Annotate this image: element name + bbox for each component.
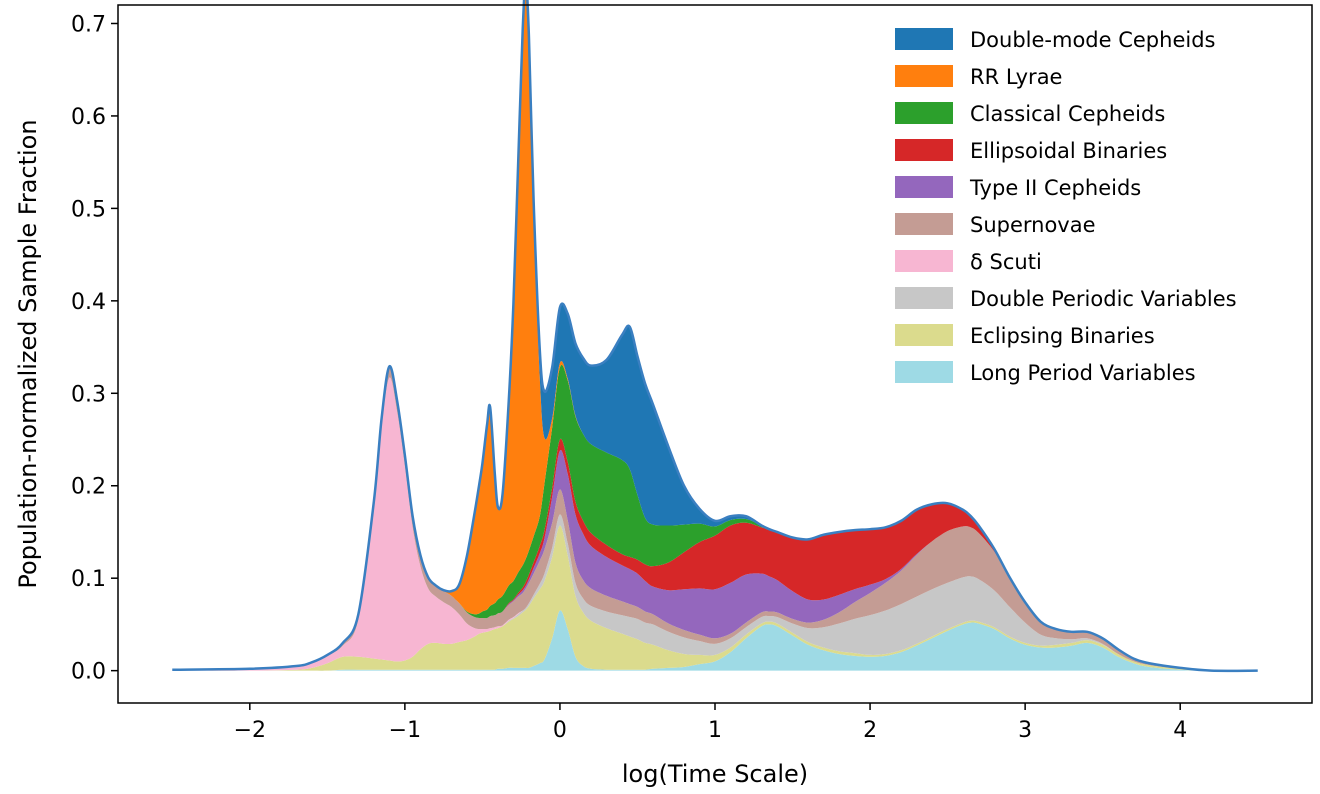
legend-swatch-supernovae (895, 213, 953, 235)
y-tick-label: 0.4 (71, 290, 106, 315)
legend-swatch-type-ii-cepheids (895, 176, 953, 198)
y-tick-label: 0.2 (71, 475, 106, 500)
y-tick-label: 0.6 (71, 105, 106, 130)
legend-label-ellipsoidal-binaries: Ellipsoidal Binaries (970, 139, 1167, 163)
x-tick-label: 0 (553, 718, 567, 743)
y-tick-label: 0.7 (71, 12, 106, 37)
stacked-areas (172, 0, 1258, 671)
area-scuti (172, 377, 1258, 671)
x-axis-label: log(Time Scale) (622, 760, 808, 788)
y-tick-label: 0.3 (71, 382, 106, 407)
legend-label-eclipsing-binaries: Eclipsing Binaries (970, 324, 1155, 348)
area-long-period-variables (172, 610, 1258, 671)
legend-swatch-double-mode-cepheids (895, 28, 953, 50)
legend-label-scuti: δ Scuti (970, 250, 1042, 274)
x-tick-label: −2 (234, 718, 266, 743)
axis-ticks: −2 −1 0 1 2 3 4 0.0 0.1 0.2 0.3 0.4 0.5 0.6 0.7 (71, 12, 1187, 743)
x-tick-label: 3 (1018, 718, 1032, 743)
total-outline (172, 0, 1258, 673)
legend-label-rr-lyrae: RR Lyrae (970, 65, 1062, 89)
area-supernovae (172, 366, 1258, 671)
legend: Double-mode Cepheids RR Lyrae Classical Ce… (895, 28, 1237, 385)
area-type-ii-cepheids (172, 366, 1258, 671)
legend-label-classical-cepheids: Classical Cepheids (970, 102, 1165, 126)
x-tick-label: −1 (389, 718, 421, 743)
x-tick-label: 1 (708, 718, 722, 743)
legend-label-double-periodic-variables: Double Periodic Variables (970, 287, 1237, 311)
legend-label-supernovae: Supernovae (970, 213, 1096, 237)
legend-swatch-rr-lyrae (895, 65, 953, 87)
legend-swatch-long-period-variables (895, 361, 953, 383)
legend-label-type-ii-cepheids: Type II Cepheids (969, 176, 1141, 200)
legend-swatch-eclipsing-binaries (895, 324, 953, 346)
legend-swatch-ellipsoidal-binaries (895, 139, 953, 161)
y-axis-label: Population-normalized Sample Fraction (14, 119, 42, 588)
legend-label-double-mode-cepheids: Double-mode Cepheids (970, 28, 1215, 52)
x-tick-label: 2 (863, 718, 877, 743)
y-tick-label: 0.0 (71, 660, 106, 685)
legend-swatch-scuti (895, 250, 953, 272)
y-tick-label: 0.5 (71, 197, 106, 222)
legend-swatch-double-periodic-variables (895, 287, 953, 309)
legend-label-long-period-variables: Long Period Variables (970, 361, 1196, 385)
y-tick-label: 0.1 (71, 567, 106, 592)
x-tick-label: 4 (1173, 718, 1187, 743)
legend-swatch-classical-cepheids (895, 102, 953, 124)
